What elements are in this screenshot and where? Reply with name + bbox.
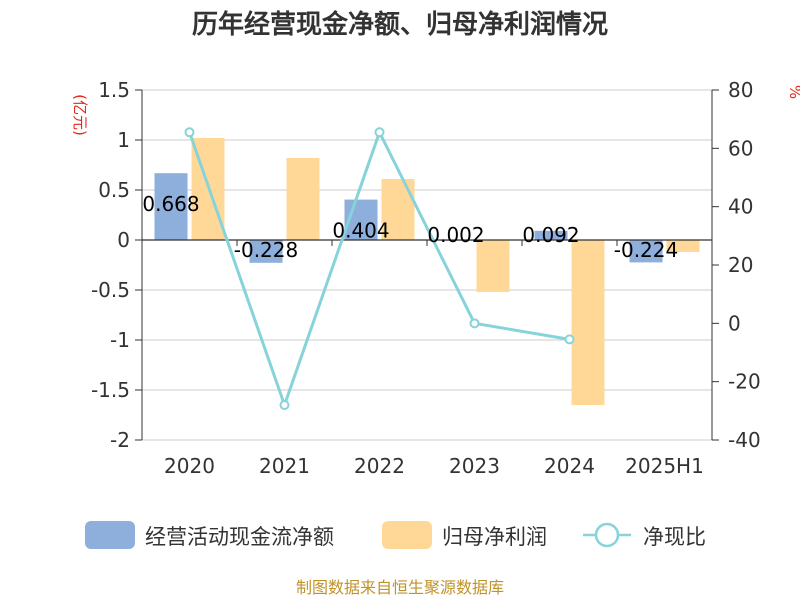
legend-label-net-profit: 归母净利润	[442, 525, 547, 549]
legend: 经营活动现金流净额 归母净利润 净现比	[85, 521, 706, 549]
category-label: 2024	[544, 454, 595, 478]
right-axis-tick-label: 40	[728, 195, 753, 219]
left-axis-tick-label: 0	[117, 228, 130, 252]
cashflow-data-label: 0.668	[142, 192, 199, 216]
net-profit-bar	[286, 158, 320, 240]
right-axis-unit: %	[786, 85, 800, 99]
ratio-point	[469, 318, 480, 329]
category-label: 2022	[354, 454, 405, 478]
axes	[135, 89, 719, 441]
cashflow-data-label: 0.404	[332, 219, 389, 243]
right-axis-tick-label: 60	[728, 136, 753, 160]
left-axis-tick-label: -2	[110, 428, 130, 452]
cashflow-data-label: 0.002	[427, 223, 484, 247]
left-axis-tick-label: -1.5	[91, 378, 130, 402]
left-axis-tick-label: -1	[110, 328, 130, 352]
net-profit-bar	[666, 240, 700, 252]
ratio-point	[279, 400, 290, 410]
ratio-point	[184, 127, 195, 138]
cashflow-data-label: -0.228	[234, 238, 298, 262]
cashflow-data-label: 0.092	[522, 223, 579, 247]
ratio-line-path	[188, 128, 570, 410]
right-axis-tick-label: -20	[728, 370, 761, 394]
right-axis-tick-label: -40	[728, 428, 761, 452]
legend-marker-ratio	[594, 522, 620, 548]
category-label: 2020	[164, 454, 215, 478]
category-label: 2023	[449, 454, 500, 478]
source-note: 制图数据来自恒生聚源数据库	[296, 578, 504, 597]
ratio-line	[184, 127, 575, 410]
legend-swatch-net-profit	[382, 521, 432, 549]
chart-title: 历年经营现金净额、归母净利润情况	[192, 9, 608, 40]
right-axis-tick-label: 80	[728, 78, 753, 102]
net-profit-bar	[571, 240, 605, 405]
right-axis-tick-label: 20	[728, 253, 753, 277]
cashflow-data-label: -0.224	[614, 238, 678, 262]
legend-label-ratio: 净现比	[643, 525, 706, 549]
grid-lines	[142, 89, 712, 441]
cashflow-bar	[629, 240, 663, 263]
ratio-point	[374, 127, 385, 138]
legend-label-cashflow: 经营活动现金流净额	[145, 525, 334, 549]
left-axis-tick-label: 1.5	[98, 78, 130, 102]
tick-labels: 1.5 1 0.5 0 -0.5 -1 -1.5 -2 80 60 40 20 0 -20 -40 2020 2…	[91, 78, 761, 478]
left-axis-tick-label: -0.5	[91, 278, 130, 302]
category-label: 2021	[259, 454, 310, 478]
legend-swatch-cashflow	[85, 521, 135, 549]
data-labels: 0.668 -0.228 0.404 0.002 0.092 -0.224	[142, 192, 678, 262]
bars	[154, 138, 700, 405]
cashflow-bar	[534, 230, 568, 240]
left-axis-unit: (亿元)	[71, 94, 89, 136]
category-label: 2025H1	[625, 454, 704, 478]
left-axis-tick-label: 0.5	[98, 178, 130, 202]
ratio-point	[564, 334, 575, 345]
cashflow-bar	[154, 173, 188, 240]
right-axis-tick-label: 0	[728, 311, 741, 335]
cashflow-bar	[249, 240, 283, 263]
left-axis-tick-label: 1	[117, 128, 130, 152]
net-profit-bar	[476, 240, 510, 292]
